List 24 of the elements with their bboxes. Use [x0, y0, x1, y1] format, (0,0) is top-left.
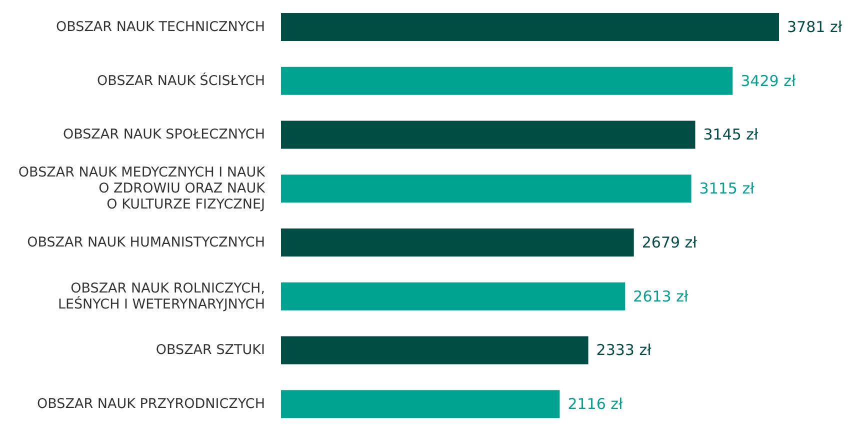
data-label: 2679 zł — [642, 233, 698, 252]
bar — [281, 336, 588, 364]
data-label: 3429 zł — [740, 72, 796, 90]
bar — [281, 120, 696, 149]
bar — [281, 390, 560, 418]
y-tick-label: OBSZAR NAUK HUMANISTYCZNYCH — [27, 234, 265, 250]
y-tick-label: OBSZAR NAUK SPOŁECZNYCH — [62, 126, 265, 143]
y-tick-label: OBSZAR NAUK MEDYCZNYCH I NAUK O ZDROWIU ORAZ NAUK O KULTURZE FIZYCZNEJ — [18, 164, 266, 213]
data-label: 3115 zł — [699, 180, 756, 198]
data-label: 3781 zł — [787, 18, 843, 36]
data-label: 2333 zł — [596, 341, 652, 360]
bar — [281, 12, 779, 41]
y-tick-label: OBSZAR NAUK ŚCISŁYCH — [97, 72, 265, 89]
data-label: 2116 zł — [568, 395, 624, 414]
bar — [281, 282, 626, 310]
y-tick-label: OBSZAR NAUK ROLNICZYCH, LEŚNYCH I WETERYNARYJNYCH — [58, 280, 265, 312]
bar — [281, 66, 733, 95]
data-label: 2613 zł — [633, 287, 689, 306]
bar — [281, 228, 634, 256]
y-tick-label: OBSZAR NAUK TECHNICZNYCH — [56, 18, 265, 35]
y-tick-label: OBSZAR NAUK PRZYRODNICZYCH — [37, 396, 265, 412]
y-tick-label: OBSZAR SZTUKI — [156, 342, 265, 358]
bar — [281, 174, 692, 203]
data-label: 3145 zł — [703, 126, 760, 144]
